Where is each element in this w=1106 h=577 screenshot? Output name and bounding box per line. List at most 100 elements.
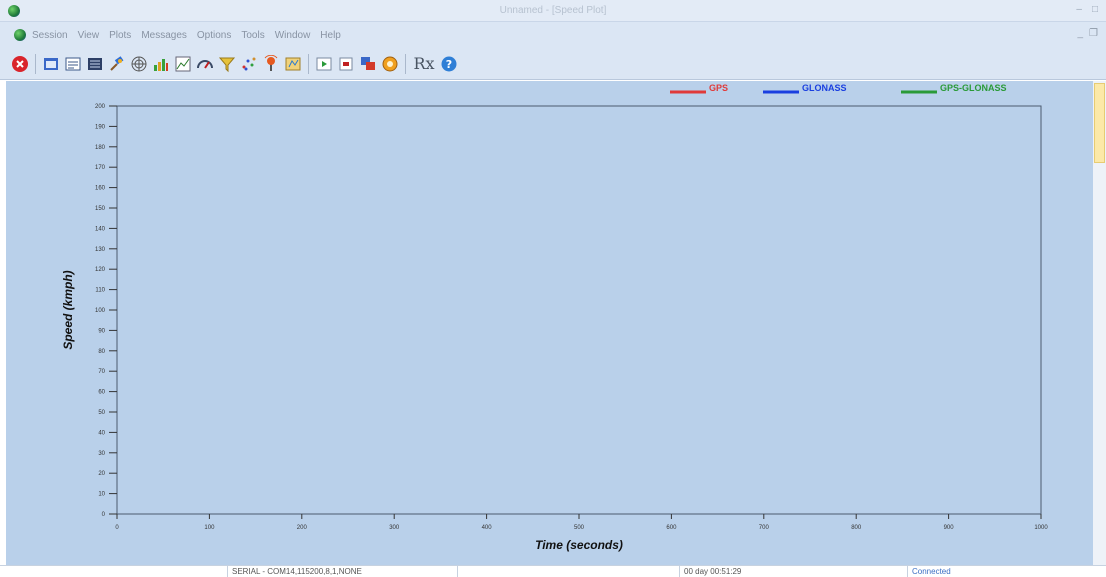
y-tick-label: 180 — [95, 145, 106, 151]
x-tick-label: 0 — [115, 525, 119, 531]
y-tick-label: 80 — [98, 349, 105, 355]
y-tick-label: 100 — [95, 308, 106, 314]
x-tick-label: 100 — [204, 525, 215, 531]
document-icon[interactable] — [14, 29, 26, 41]
filter-button[interactable] — [217, 54, 237, 74]
sky-plot-icon — [131, 56, 147, 71]
y-tick-label: 10 — [98, 492, 105, 498]
x-tick-label: 600 — [666, 525, 677, 531]
windows-button[interactable] — [358, 54, 378, 74]
help-icon: ? — [441, 56, 457, 71]
stop-icon — [12, 55, 28, 72]
minimize-icon[interactable]: – — [1076, 4, 1082, 15]
gauge-button[interactable] — [195, 54, 215, 74]
settings-button[interactable] — [380, 54, 400, 74]
svg-text:?: ? — [446, 58, 452, 71]
y-tick-label: 50 — [98, 410, 105, 416]
maximize-icon[interactable]: □ — [1091, 4, 1098, 15]
y-tick-label: 190 — [95, 124, 106, 130]
y-tick-label: 30 — [98, 451, 105, 457]
scatter-button[interactable] — [239, 54, 259, 74]
status-cell-empty — [0, 566, 228, 577]
y-tick-label: 130 — [95, 247, 106, 253]
menu-plots[interactable]: Plots — [109, 29, 132, 41]
antenna-icon — [264, 54, 278, 71]
speed-chart: GPS GLONASS GPS-GLONASS 0 10 20 30 40 50 60 70 80 9… — [61, 83, 1048, 552]
stop-button[interactable] — [10, 54, 30, 74]
x-tick-label: 400 — [482, 525, 493, 531]
menu-messages[interactable]: Messages — [141, 29, 187, 41]
windows-icon — [361, 56, 375, 70]
x-tick-label: 800 — [851, 525, 862, 531]
session-button[interactable] — [41, 54, 61, 74]
side-dock-tab[interactable] — [1094, 83, 1105, 163]
antenna-button[interactable] — [261, 54, 281, 74]
play-button[interactable] — [314, 54, 334, 74]
y-tick-label: 60 — [98, 390, 105, 396]
satellite-button[interactable] — [107, 54, 127, 74]
menu-tools[interactable]: Tools — [241, 29, 265, 41]
y-tick-label: 160 — [95, 186, 106, 192]
map-icon — [285, 57, 301, 70]
x-tick-label: 1000 — [1034, 525, 1048, 531]
scatter-icon — [242, 57, 256, 70]
y-tick-label: 120 — [95, 267, 106, 273]
status-bar: SERIAL - COM14,115200,8,1,NONE 00 day 00… — [0, 565, 1106, 577]
y-tick-label: 150 — [95, 206, 106, 212]
legend-label-gps-glonass: GPS-GLONASS — [940, 83, 1007, 93]
menu-bar: Session View Plots Messages Options Tool… — [0, 22, 1106, 48]
menu-window[interactable]: Window — [274, 29, 311, 41]
mdi-minimize-icon[interactable]: _ — [1077, 28, 1084, 39]
messages-icon — [65, 57, 81, 70]
menu-options[interactable]: Options — [196, 29, 232, 41]
map-button[interactable] — [283, 54, 303, 74]
mdi-restore-icon[interactable]: ❐ — [1089, 28, 1098, 39]
x-tick-label: 900 — [944, 525, 955, 531]
y-tick-label: 170 — [95, 165, 106, 171]
window-controls: – □ — [1076, 4, 1098, 15]
y-tick-label: 70 — [98, 369, 105, 375]
legend-label-glonass: GLONASS — [802, 83, 847, 93]
gauge-icon — [197, 59, 213, 69]
window-title: Unnamed - [Speed Plot] — [499, 5, 607, 16]
sky-plot-button[interactable] — [129, 54, 149, 74]
plot-icon — [175, 56, 191, 71]
play-icon — [316, 57, 332, 70]
settings-icon — [382, 56, 398, 71]
y-tick-label: 110 — [95, 288, 105, 294]
toolbar-separator — [308, 53, 309, 74]
y-axis: 0 10 20 30 40 50 60 70 80 90 100 110 120 130 140 150 160… — [95, 104, 117, 518]
y-axis-title: Speed (kmph) — [61, 270, 75, 349]
x-tick-label: 300 — [389, 525, 400, 531]
log-icon — [339, 57, 353, 70]
menu-help[interactable]: Help — [320, 29, 341, 41]
plot-button[interactable] — [173, 54, 193, 74]
y-tick-label: 90 — [98, 328, 105, 334]
messages-button[interactable] — [63, 54, 83, 74]
x-axis: 0 100 200 300 400 500 600 700 800 900 1000 — [115, 514, 1048, 531]
status-elapsed: 00 day 00:51:29 — [680, 566, 908, 577]
title-bar: Unnamed - [Speed Plot] – □ — [0, 0, 1106, 22]
filter-icon — [218, 57, 236, 72]
status-cell-blank — [458, 566, 680, 577]
menu-view[interactable]: View — [77, 29, 100, 41]
log-button[interactable] — [336, 54, 356, 74]
y-tick-label: 20 — [98, 471, 105, 477]
toolbar: Rx ? — [0, 48, 1106, 80]
x-tick-label: 700 — [759, 525, 770, 531]
right-dock — [1093, 81, 1106, 565]
y-tick-label: 200 — [95, 104, 106, 110]
menu-session[interactable]: Session — [32, 29, 68, 41]
rx-button[interactable]: Rx — [413, 54, 435, 73]
help-button[interactable]: ? — [439, 54, 459, 74]
x-tick-label: 200 — [297, 525, 308, 531]
status-connection: Connected — [912, 567, 951, 576]
signal-button[interactable] — [151, 54, 171, 74]
y-tick-label: 40 — [98, 430, 105, 436]
y-tick-label: 140 — [95, 226, 106, 232]
console-button[interactable] — [85, 54, 105, 74]
x-tick-label: 500 — [574, 525, 585, 531]
app-icon[interactable] — [8, 5, 20, 17]
speed-plot-panel: GPS GLONASS GPS-GLONASS 0 10 20 30 40 50 60 70 80 9… — [6, 81, 1093, 565]
status-port: SERIAL - COM14,115200,8,1,NONE — [228, 566, 458, 577]
